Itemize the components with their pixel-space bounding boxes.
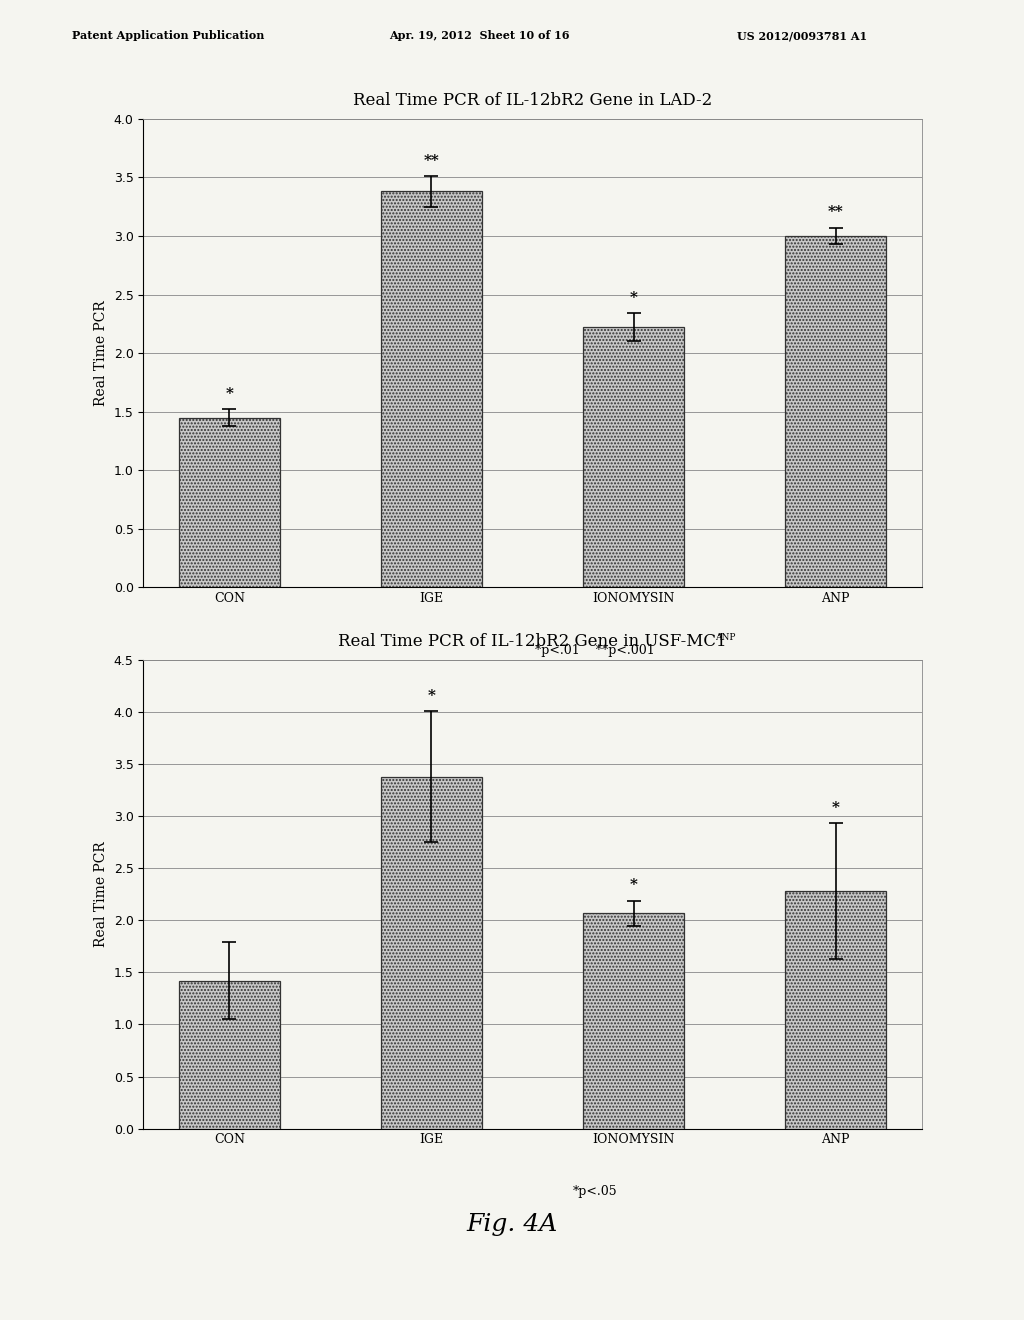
Bar bbox=[179, 417, 280, 587]
Bar bbox=[583, 913, 684, 1129]
Text: **: ** bbox=[424, 153, 439, 168]
Text: *: * bbox=[427, 689, 435, 702]
Text: *p<.05: *p<.05 bbox=[572, 1185, 617, 1197]
Y-axis label: Real Time PCR: Real Time PCR bbox=[94, 300, 109, 407]
Title: Real Time PCR of IL-12bR2 Gene in USF-MC1: Real Time PCR of IL-12bR2 Gene in USF-MC… bbox=[338, 634, 727, 651]
Bar bbox=[381, 191, 482, 587]
Text: *: * bbox=[225, 387, 233, 401]
Text: Patent Application Publication: Patent Application Publication bbox=[72, 30, 264, 41]
Bar bbox=[785, 236, 886, 587]
Text: *: * bbox=[630, 290, 638, 305]
Bar bbox=[785, 891, 886, 1129]
Text: Apr. 19, 2012  Sheet 10 of 16: Apr. 19, 2012 Sheet 10 of 16 bbox=[389, 30, 569, 41]
Text: ANP: ANP bbox=[716, 634, 736, 643]
Bar bbox=[381, 776, 482, 1129]
Text: **: ** bbox=[827, 206, 844, 219]
Text: Fig. 4A: Fig. 4A bbox=[466, 1213, 558, 1237]
Bar bbox=[179, 981, 280, 1129]
Title: Real Time PCR of IL-12bR2 Gene in LAD-2: Real Time PCR of IL-12bR2 Gene in LAD-2 bbox=[353, 92, 712, 110]
Bar bbox=[583, 327, 684, 587]
Y-axis label: Real Time PCR: Real Time PCR bbox=[94, 841, 109, 948]
Text: *p<.01    **p<.001: *p<.01 **p<.001 bbox=[535, 644, 654, 656]
Text: *: * bbox=[630, 878, 638, 892]
Text: US 2012/0093781 A1: US 2012/0093781 A1 bbox=[737, 30, 867, 41]
Text: *: * bbox=[831, 801, 840, 814]
